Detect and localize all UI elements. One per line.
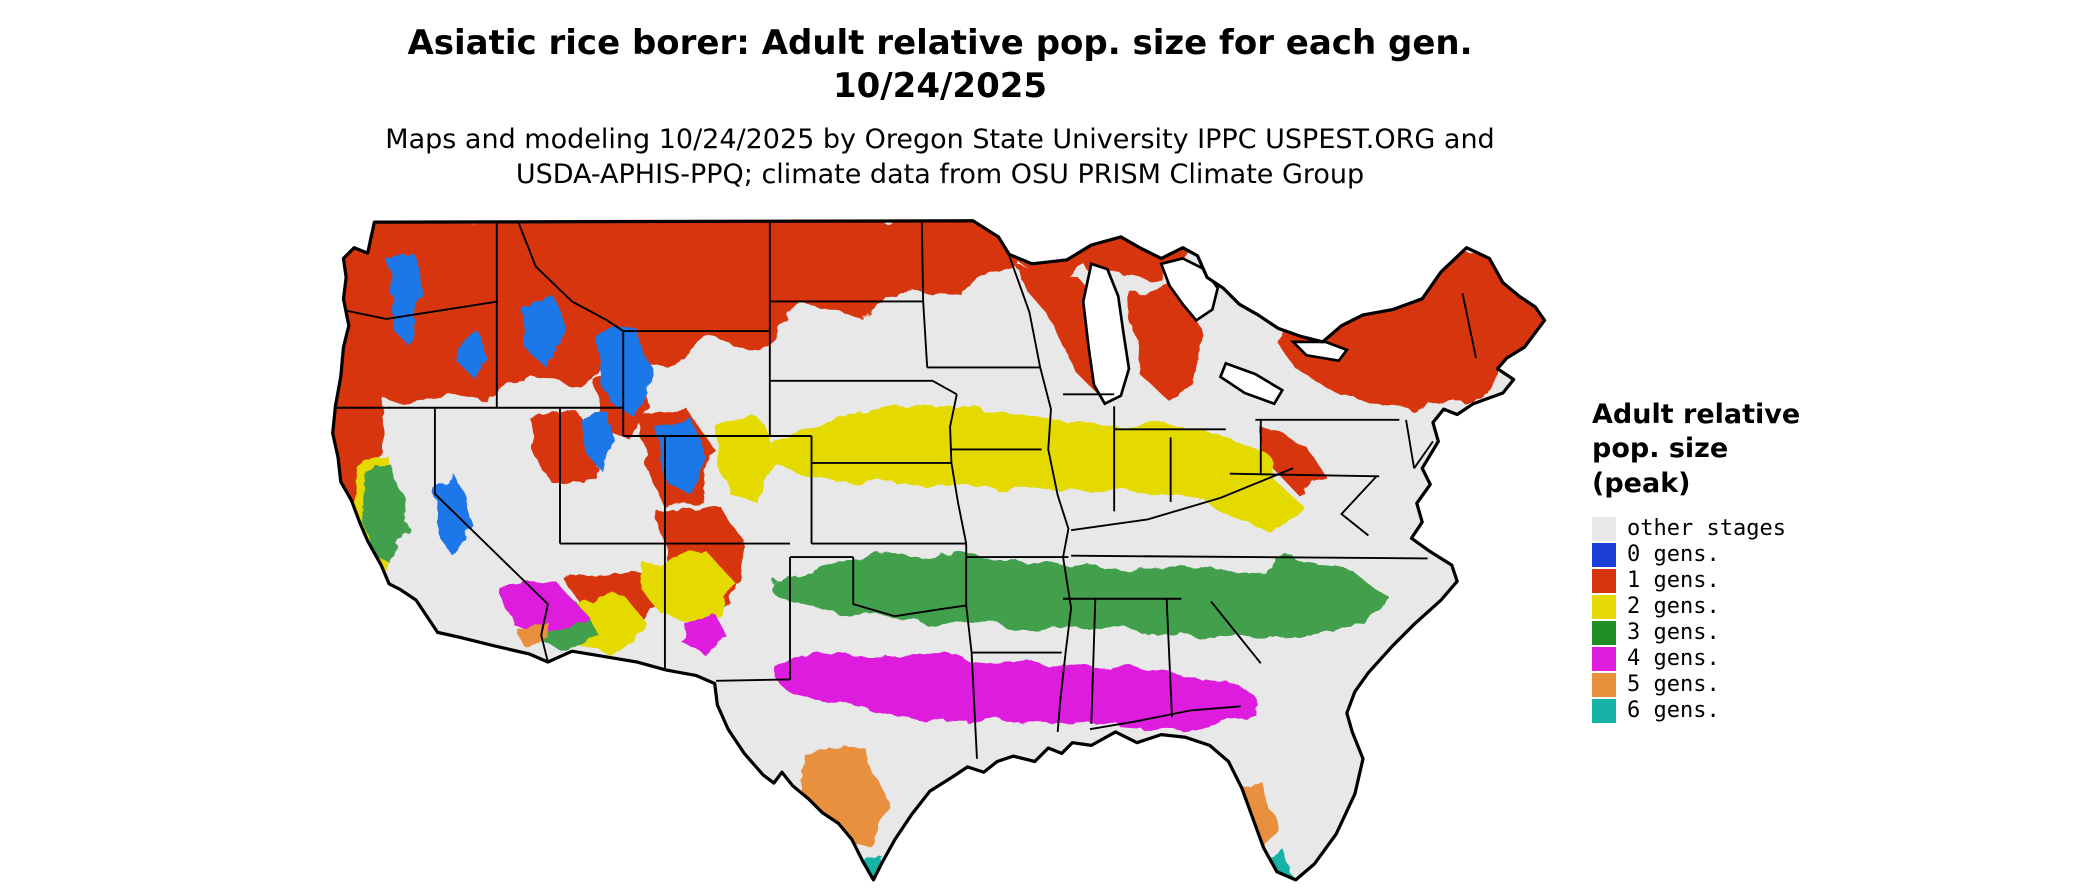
legend-items: other stages 0 gens. 1 gens. 2 gens. 3 g…	[1592, 515, 2012, 723]
legend-swatch-6-gens	[1592, 698, 1616, 723]
header: Asiatic rice borer: Adult relative pop. …	[0, 22, 1880, 192]
legend-row-4-gens: 4 gens.	[1592, 645, 2012, 671]
legend-title-line1: Adult relative	[1592, 399, 1801, 430]
map-title-date: 10/24/2025	[832, 65, 1048, 106]
map-subtitle: Maps and modeling 10/24/2025 by Oregon S…	[0, 123, 1880, 192]
legend-swatch-0-gens	[1592, 542, 1616, 567]
legend-swatch-4-gens	[1592, 646, 1616, 671]
legend-row-3-gens: 3 gens.	[1592, 619, 2012, 645]
us-generation-map	[331, 219, 1547, 882]
legend-label-1-gens: 1 gens.	[1627, 567, 1720, 593]
legend-label-2-gens: 2 gens.	[1627, 593, 1720, 619]
region-6-gens	[859, 852, 1291, 880]
lake-erie	[1218, 361, 1285, 406]
legend-swatch-other-stages	[1592, 516, 1616, 541]
legend-swatch-3-gens	[1592, 620, 1616, 645]
lake-michigan	[1081, 262, 1131, 406]
state-borders	[332, 221, 1477, 759]
map-subtitle-line2: USDA-APHIS-PPQ; climate data from OSU PR…	[515, 158, 1365, 190]
legend-row-other-stages: other stages	[1592, 515, 2012, 541]
map-title-line1: Asiatic rice borer: Adult relative pop. …	[407, 23, 1473, 63]
legend-label-other-stages: other stages	[1627, 515, 1786, 541]
legend-row-5-gens: 5 gens.	[1592, 671, 2012, 697]
legend-label-5-gens: 5 gens.	[1627, 671, 1720, 697]
legend-label-3-gens: 3 gens.	[1627, 619, 1720, 645]
legend-swatch-2-gens	[1592, 594, 1616, 619]
region-1-gens	[332, 220, 1541, 622]
legend-label-6-gens: 6 gens.	[1627, 697, 1720, 723]
legend-row-2-gens: 2 gens.	[1592, 593, 2012, 619]
region-4-gens	[502, 581, 1260, 730]
legend-row-6-gens: 6 gens.	[1592, 697, 2012, 723]
us-outline	[331, 219, 1547, 882]
legend-row-0-gens: 0 gens.	[1592, 541, 2012, 567]
legend-swatch-1-gens	[1592, 568, 1616, 593]
legend-title-line3: (peak)	[1592, 467, 1691, 499]
legend-row-1-gens: 1 gens.	[1592, 567, 2012, 593]
legend-swatch-5-gens	[1592, 672, 1616, 697]
legend-title-line2: pop. size	[1592, 433, 1729, 465]
legend-label-0-gens: 0 gens.	[1627, 541, 1720, 567]
legend: Adult relative pop. size (peak) other st…	[1592, 398, 2012, 725]
map-subtitle-line1: Maps and modeling 10/24/2025 by Oregon S…	[385, 124, 1495, 155]
lake-huron	[1159, 257, 1220, 323]
legend-label-4-gens: 4 gens.	[1627, 645, 1720, 671]
